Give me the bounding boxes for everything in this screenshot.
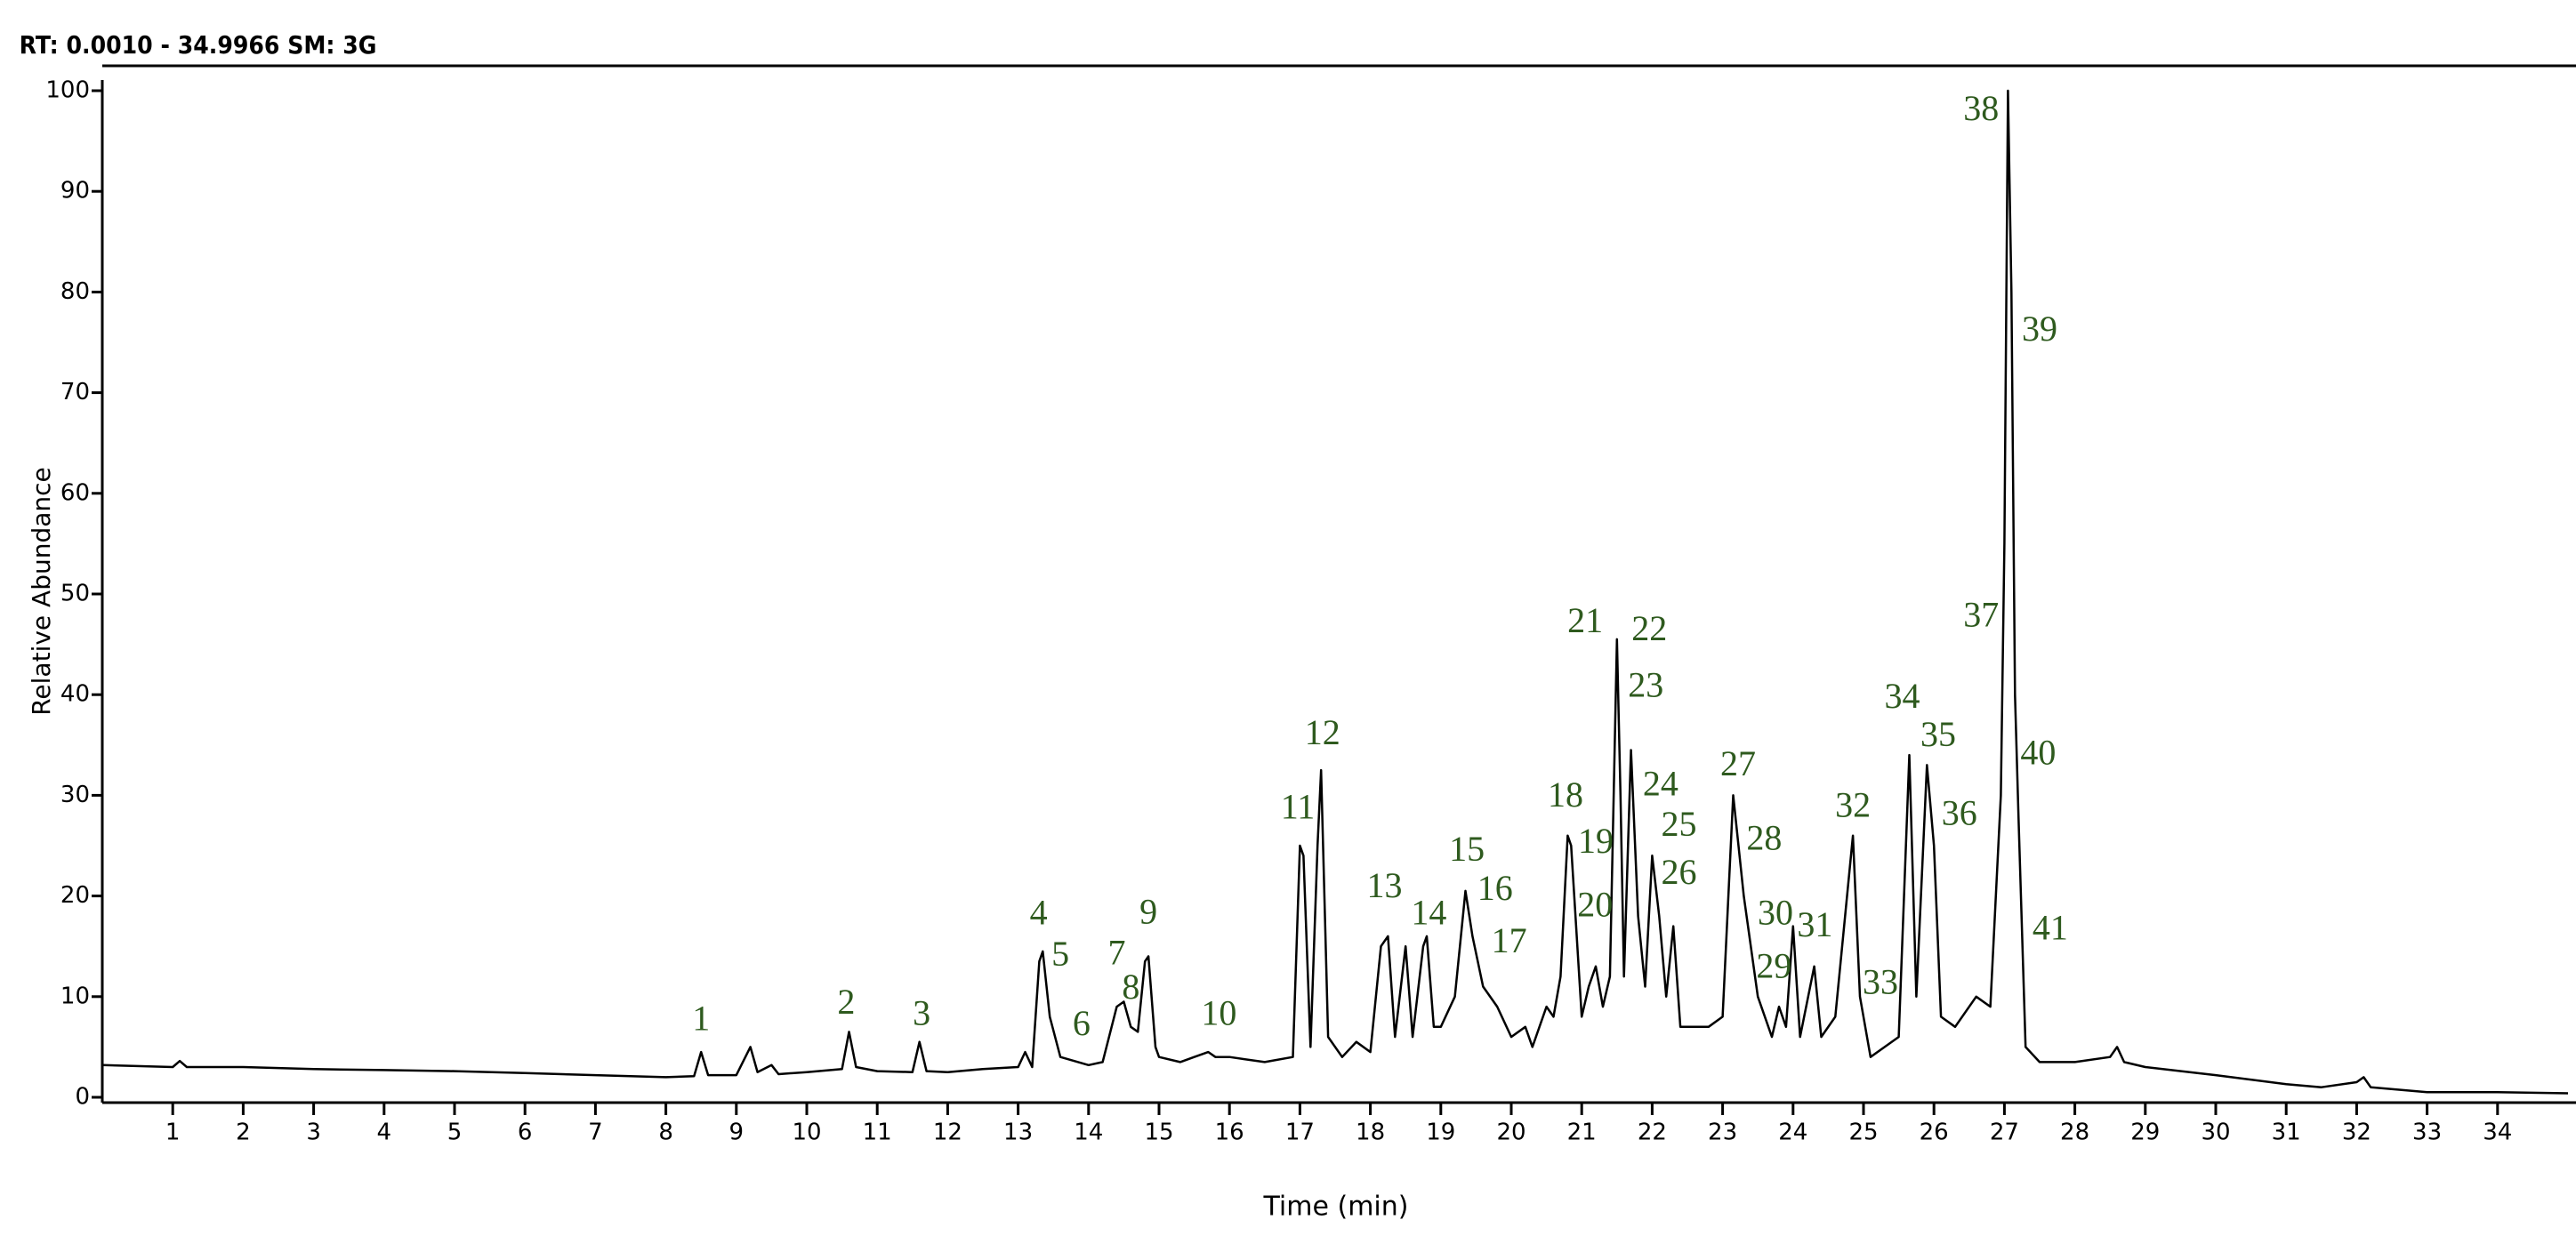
peak-label: 4	[1030, 892, 1048, 932]
y-tick-label: 0	[75, 1084, 90, 1111]
peak-label: 5	[1051, 934, 1069, 974]
peak-label: 23	[1628, 665, 1663, 705]
x-tick-label: 22	[1638, 1120, 1667, 1146]
x-tick-label: 23	[1708, 1120, 1737, 1146]
peak-label: 15	[1449, 829, 1485, 869]
peak-label: 18	[1548, 775, 1583, 815]
x-tick-label: 6	[518, 1120, 533, 1146]
peak-label: 8	[1122, 967, 1139, 1007]
peak-label: 34	[1885, 676, 1920, 716]
x-tick-label: 33	[2412, 1120, 2442, 1146]
peak-label: 11	[1281, 787, 1316, 827]
x-tick-label: 26	[1920, 1120, 1949, 1146]
x-tick-label: 28	[2060, 1120, 2089, 1146]
peak-label: 12	[1305, 712, 1340, 752]
x-tick-label: 18	[1356, 1120, 1385, 1146]
peak-label: 26	[1661, 852, 1696, 892]
peak-label: 37	[1963, 594, 1999, 634]
y-tick-label: 80	[60, 278, 90, 305]
x-tick-label: 15	[1144, 1120, 1173, 1146]
x-tick-label: 34	[2483, 1120, 2512, 1146]
y-tick-label: 90	[60, 178, 90, 205]
peak-label: 14	[1411, 892, 1446, 932]
header: RT: 0.0010 - 34.9966 SM: 3G	[20, 31, 377, 60]
y-tick-label: 40	[60, 681, 90, 708]
x-tick-label: 16	[1215, 1120, 1244, 1146]
peak-label: 29	[1756, 945, 1791, 985]
peak-label: 35	[1920, 714, 1956, 754]
y-tick-label: 100	[45, 77, 90, 104]
y-axis-label: Relative Abundance	[27, 467, 56, 716]
peak-label: 25	[1661, 804, 1696, 844]
x-tick-label: 7	[588, 1120, 603, 1146]
x-tick-label: 27	[1990, 1120, 2019, 1146]
x-tick-label: 30	[2201, 1120, 2230, 1146]
y-tick-label: 60	[60, 479, 90, 506]
y-tick-label: 30	[60, 782, 90, 808]
x-tick-label: 31	[2272, 1120, 2301, 1146]
x-tick-label: 8	[658, 1120, 673, 1146]
peak-label: 20	[1577, 884, 1613, 924]
peak-label: 24	[1643, 764, 1678, 804]
peak-label: 6	[1073, 1003, 1091, 1043]
peak-label: 9	[1139, 891, 1157, 931]
peak-label: 36	[1942, 792, 1977, 832]
y-tick-label: 50	[60, 581, 90, 607]
peak-label: 41	[2033, 907, 2068, 947]
x-tick-label: 9	[729, 1120, 745, 1146]
x-tick-label: 11	[863, 1120, 892, 1146]
peak-label: 28	[1746, 818, 1782, 858]
x-tick-label: 25	[1848, 1120, 1878, 1146]
trace	[101, 89, 2569, 1095]
x-tick-label: 3	[306, 1120, 321, 1146]
y-tick-label: 20	[60, 882, 90, 909]
x-tick-label: 19	[1426, 1120, 1455, 1146]
peak-label: 40	[2020, 732, 2056, 772]
x-tick-label: 14	[1074, 1120, 1103, 1146]
x-tick-label: 20	[1496, 1120, 1525, 1146]
peak-label: 22	[1631, 608, 1667, 648]
peak-label: 21	[1567, 600, 1603, 640]
peak-label: 13	[1366, 865, 1402, 905]
y-tick-label: 10	[60, 983, 90, 1009]
x-tick-label: 2	[236, 1120, 251, 1146]
x-tick-label: 21	[1567, 1120, 1597, 1146]
y-tick-label: 70	[60, 379, 90, 405]
peak-label: 3	[913, 993, 930, 1033]
peak-label: 7	[1107, 933, 1125, 973]
x-axis-label: Time (min)	[1263, 1192, 1409, 1223]
x-tick-label: 29	[2130, 1120, 2160, 1146]
peak-label: 33	[1863, 962, 1898, 1002]
x-tick-label: 12	[933, 1120, 962, 1146]
x-tick-label: 17	[1285, 1120, 1315, 1146]
x-tick-label: 10	[792, 1120, 821, 1146]
peak-label: 31	[1797, 904, 1832, 944]
peak-label: 38	[1963, 88, 1999, 128]
x-tick-label: 32	[2342, 1120, 2371, 1146]
peak-label: 10	[1201, 993, 1236, 1033]
x-tick-label: 24	[1778, 1120, 1807, 1146]
peak-label: 19	[1578, 821, 1614, 861]
x-tick-label: 1	[165, 1120, 181, 1146]
x-tick-label: 13	[1003, 1120, 1033, 1146]
peak-label: 32	[1835, 784, 1871, 824]
peak-label: 1	[692, 998, 710, 1038]
peak-label: 27	[1720, 743, 1756, 783]
peak-label: 39	[2022, 309, 2057, 349]
peak-label: 30	[1758, 892, 1793, 932]
peak-label: 2	[837, 982, 855, 1022]
x-tick-label: 4	[377, 1120, 392, 1146]
peak-label: 16	[1477, 868, 1513, 908]
peak-label: 17	[1492, 920, 1527, 960]
x-tick-label: 5	[447, 1120, 463, 1146]
